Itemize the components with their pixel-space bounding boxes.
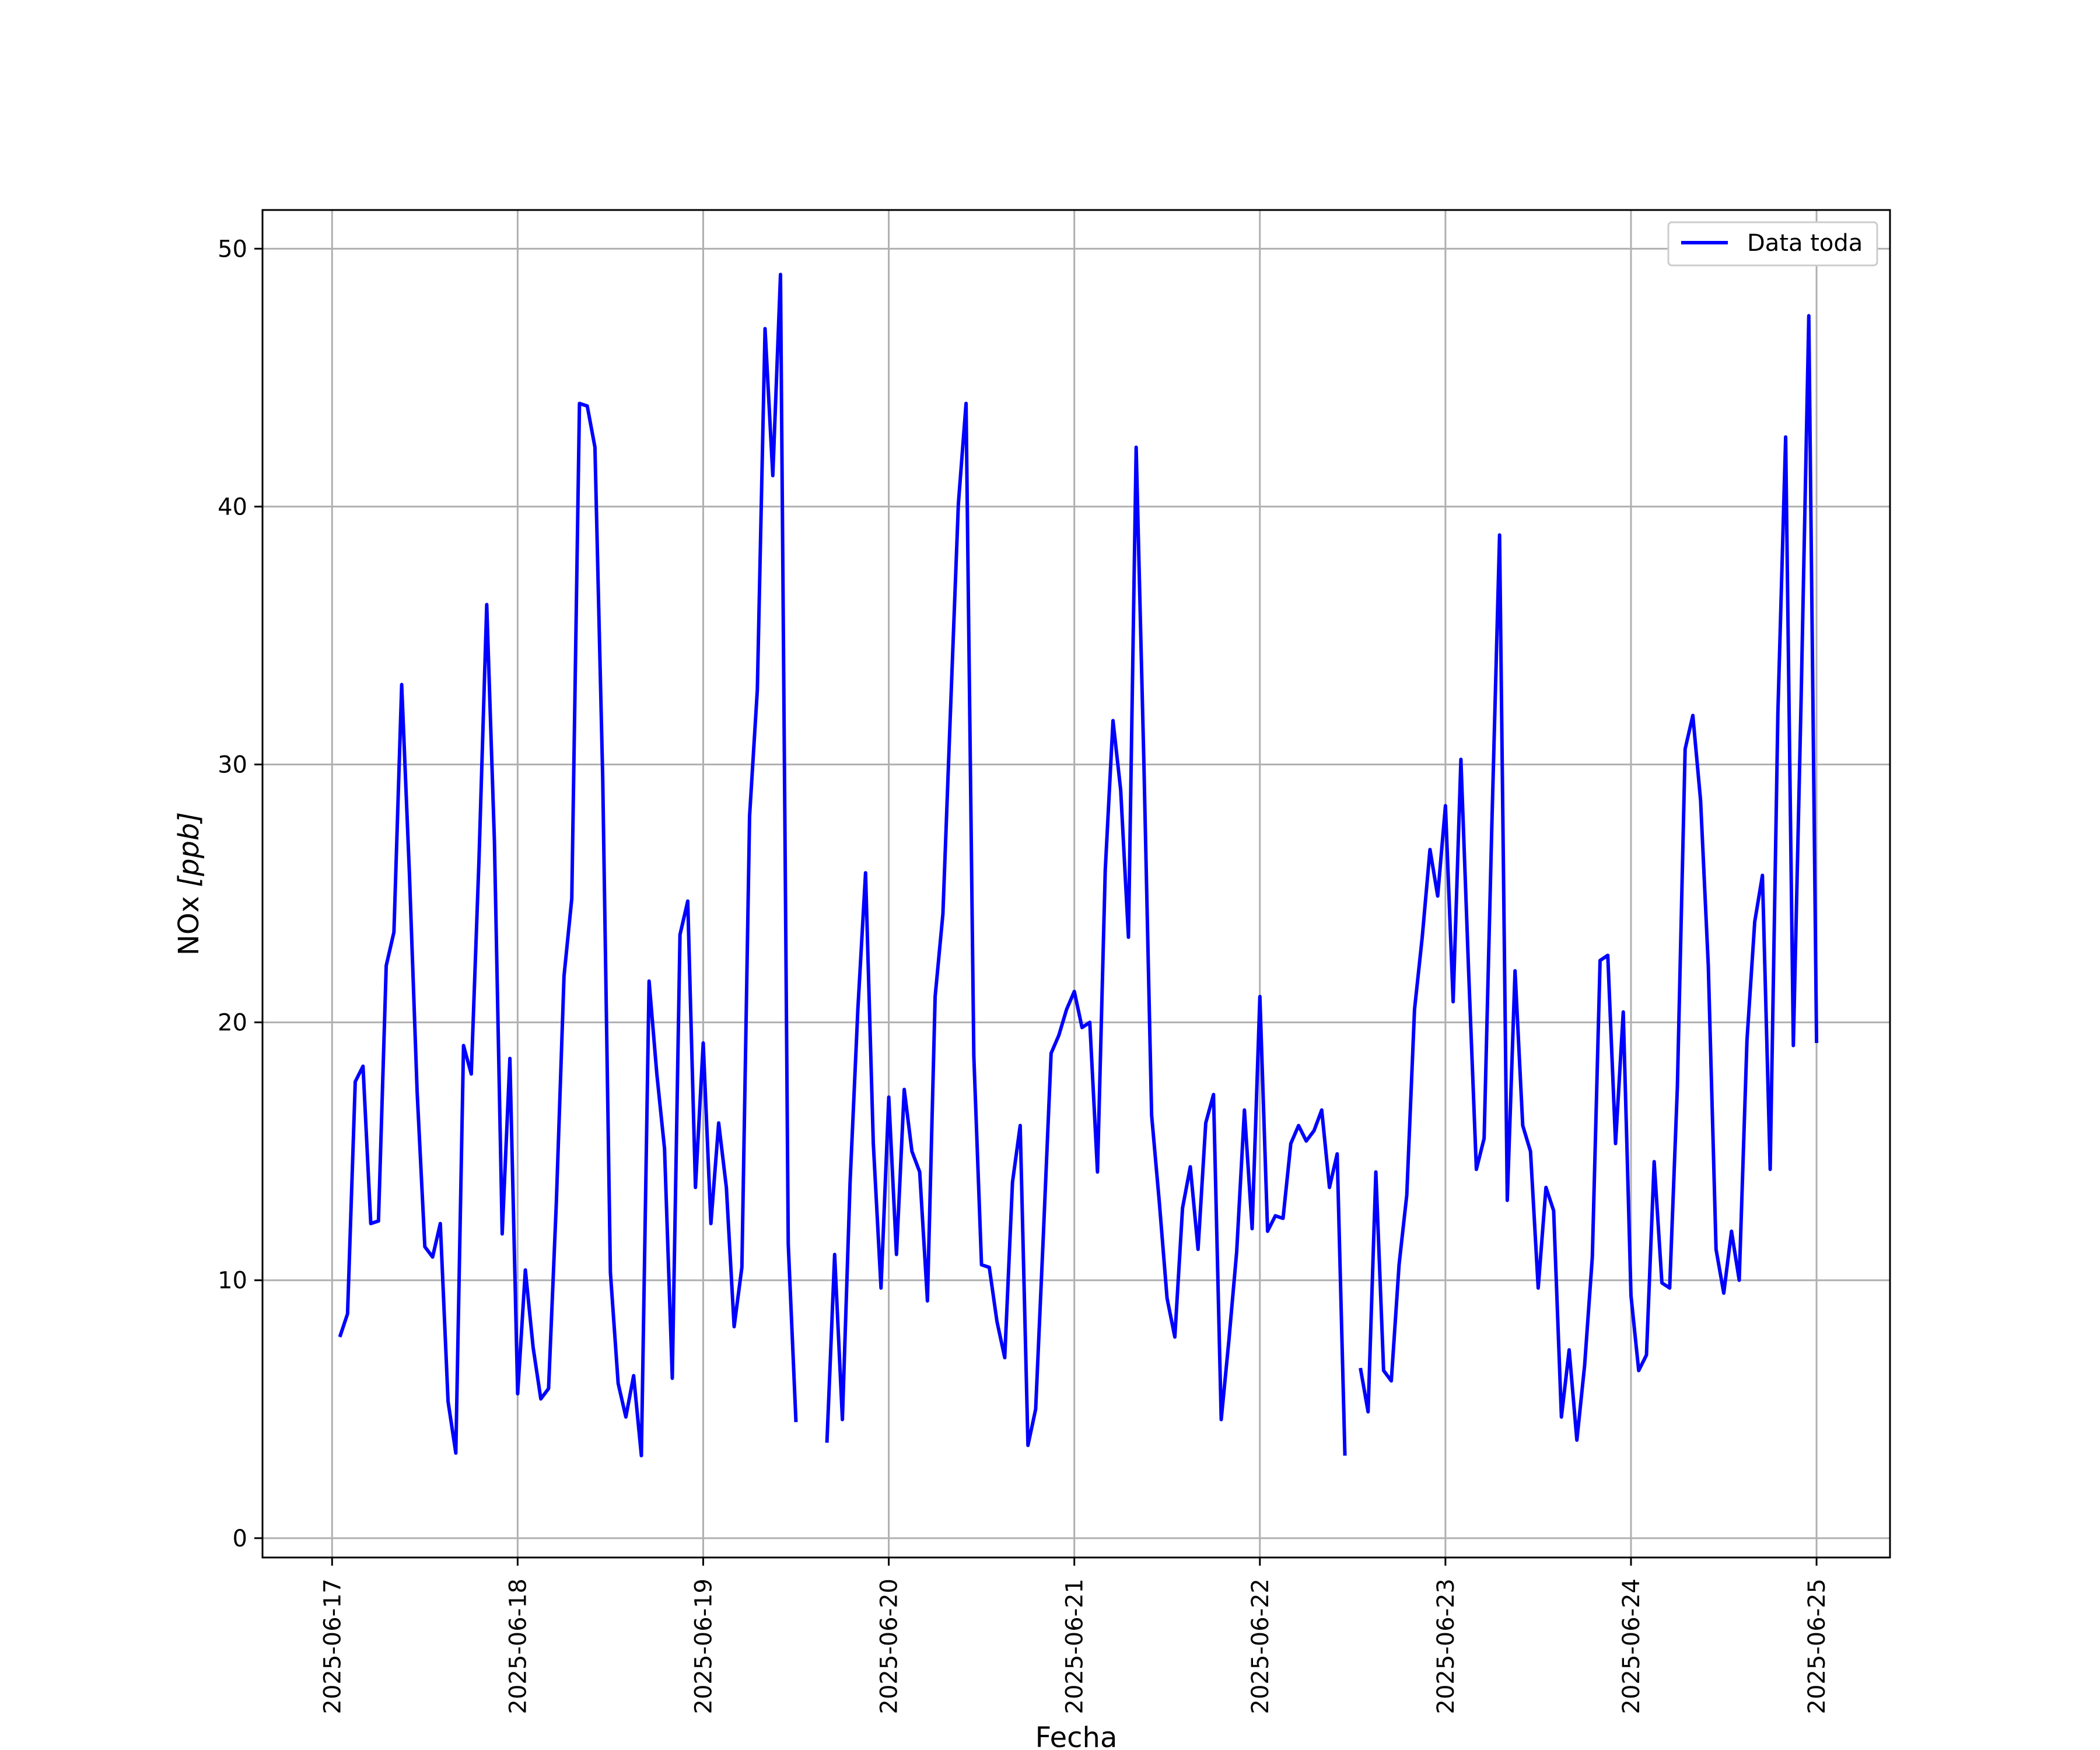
- x-tick-label: 2025-06-24: [1618, 1578, 1645, 1714]
- x-tick-label: 2025-06-20: [876, 1578, 903, 1714]
- legend-label: Data toda: [1747, 230, 1863, 257]
- y-tick-label: 0: [233, 1525, 247, 1552]
- y-axis-ticks: 0 10 20 30 40 50: [218, 236, 262, 1552]
- x-axis-label: Fecha: [1035, 1721, 1118, 1750]
- y-tick-label: 20: [218, 1010, 247, 1037]
- y-tick-label: 10: [218, 1268, 247, 1294]
- x-tick-label: 2025-06-18: [505, 1578, 531, 1714]
- x-tick-label: 2025-06-22: [1247, 1578, 1274, 1714]
- y-tick-label: 30: [218, 752, 247, 779]
- y-tick-label: 50: [218, 236, 247, 262]
- y-axis-label-text: NOx: [173, 887, 205, 956]
- x-tick-label: 2025-06-25: [1804, 1578, 1831, 1714]
- x-tick-label: 2025-06-23: [1433, 1578, 1460, 1714]
- series-layer: [338, 272, 1819, 1458]
- y-axis-label-unit: [ppb]: [173, 812, 205, 887]
- x-axis-ticks: 2025-06-17 2025-06-18 2025-06-19 2025-06-20…: [319, 1558, 1831, 1714]
- plot-frame: [261, 209, 1891, 1559]
- series-line-0: [338, 272, 1819, 1458]
- x-tick-label: 2025-06-17: [319, 1578, 346, 1714]
- x-tick-label: 2025-06-19: [690, 1578, 717, 1714]
- y-tick-label: 40: [218, 494, 247, 520]
- x-tick-label: 2025-06-21: [1062, 1578, 1088, 1714]
- legend: Data toda: [1667, 221, 1878, 267]
- legend-box: [1667, 221, 1878, 267]
- y-axis-label: NOx [ppb]: [173, 812, 205, 956]
